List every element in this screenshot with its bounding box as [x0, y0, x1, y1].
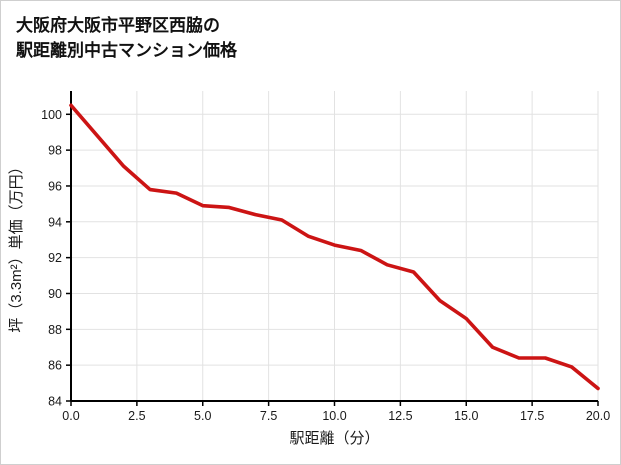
svg-text:15.0: 15.0: [454, 409, 478, 423]
svg-text:92: 92: [48, 251, 62, 265]
svg-text:98: 98: [48, 144, 62, 158]
svg-text:17.5: 17.5: [520, 409, 544, 423]
svg-text:90: 90: [48, 287, 62, 301]
svg-text:20.0: 20.0: [586, 409, 610, 423]
svg-text:12.5: 12.5: [388, 409, 412, 423]
svg-text:0.0: 0.0: [62, 409, 79, 423]
price-line-series: [69, 103, 600, 391]
x-tick-labels: 0.0 2.5 5.0 7.5 10.0 12.5 15.0 17.5 20.0: [62, 409, 610, 423]
svg-text:7.5: 7.5: [260, 409, 277, 423]
svg-text:86: 86: [48, 359, 62, 373]
line-chart: 0.0 2.5 5.0 7.5 10.0 12.5 15.0 17.5 20.0 84 86 88 90…: [8, 91, 610, 447]
svg-text:2.5: 2.5: [128, 409, 145, 423]
chart-title: 大阪府大阪市平野区西脇の 駅距離別中古マンション価格: [1, 1, 620, 63]
svg-text:96: 96: [48, 180, 62, 194]
svg-text:94: 94: [48, 216, 62, 230]
svg-text:88: 88: [48, 323, 62, 337]
svg-text:5.0: 5.0: [194, 409, 211, 423]
svg-text:100: 100: [41, 108, 62, 122]
y-tick-labels: 84 86 88 90 92 94 96 98 100: [41, 108, 62, 409]
tick-marks: [66, 113, 599, 407]
gridlines: [70, 91, 599, 402]
x-axis-label: 駅距離（分）: [289, 429, 379, 447]
y-axis-label: 坪（3.3m²）単価（万円）: [8, 160, 25, 333]
chart-title-line-2: 駅距離別中古マンション価格: [16, 40, 237, 60]
svg-text:84: 84: [48, 395, 62, 409]
chart-title-line-1: 大阪府大阪市平野区西脇の: [16, 16, 220, 35]
svg-text:10.0: 10.0: [322, 409, 346, 423]
